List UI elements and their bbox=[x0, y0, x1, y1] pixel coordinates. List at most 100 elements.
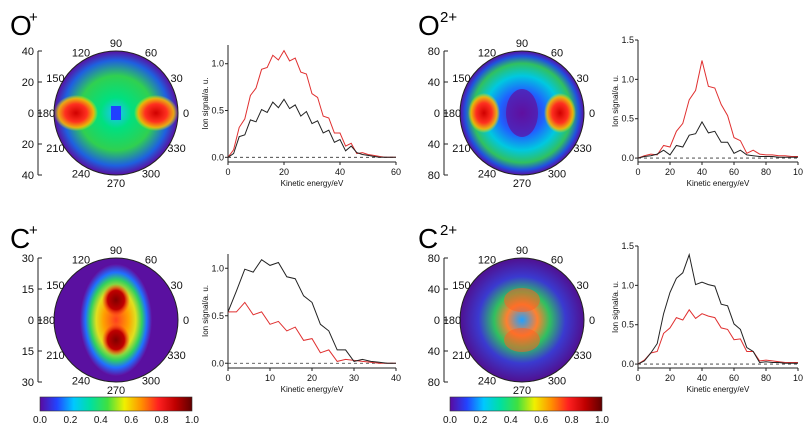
x-tick-label: 0 bbox=[225, 167, 230, 177]
polar-angle-label: 120 bbox=[478, 254, 496, 266]
y-axis-label: Ion signal/a. u. bbox=[201, 77, 210, 129]
radius-tick-label: 80 bbox=[428, 170, 440, 182]
polar-angle-label: 90 bbox=[516, 38, 528, 50]
colorbar-tick-label: 0.8 bbox=[565, 415, 579, 426]
colorbar-tick-label: 0.6 bbox=[124, 415, 138, 426]
colorbar-tick-label: 0.0 bbox=[443, 415, 457, 426]
polar-heatmap-o-plus bbox=[53, 50, 179, 176]
y-tick-label: 0.5 bbox=[621, 114, 634, 124]
polar-angle-label: 270 bbox=[513, 385, 531, 397]
polar-angle-label: 300 bbox=[548, 169, 566, 181]
panel-title-o-plus: O + bbox=[10, 9, 38, 41]
ion-charge: + bbox=[29, 222, 38, 239]
y-tick-label: 0.0 bbox=[211, 152, 224, 162]
x-tick-label: 0 bbox=[635, 373, 640, 383]
polar-radius-axis: 40 20 0 20 40 bbox=[22, 46, 42, 182]
polar-angle-label: 210 bbox=[46, 350, 64, 362]
colorbar-tick-label: 0.4 bbox=[504, 415, 518, 426]
y-tick-label: 1.5 bbox=[621, 35, 634, 45]
polar-angle-label: 90 bbox=[516, 245, 528, 257]
polar-angle-label: 270 bbox=[107, 178, 125, 190]
x-tick-label: 10 bbox=[265, 373, 275, 383]
series-line-black bbox=[227, 98, 396, 158]
polar-angle-label: 150 bbox=[46, 73, 64, 85]
polar-angle-label: 240 bbox=[72, 169, 90, 181]
ion-symbol: O bbox=[418, 10, 440, 41]
series-line-red bbox=[228, 301, 396, 364]
polar-angle-label: 120 bbox=[72, 47, 90, 59]
x-tick-label: 40 bbox=[697, 373, 707, 383]
polar-angle-label: 30 bbox=[170, 73, 182, 85]
ion-symbol: O bbox=[10, 10, 32, 41]
x-tick-label: 40 bbox=[335, 167, 345, 177]
polar-angle-label: 60 bbox=[551, 47, 563, 59]
polar-angle-label: 270 bbox=[107, 385, 125, 397]
colorbar: 0.0 0.2 0.4 0.6 0.8 1.0 bbox=[33, 396, 199, 426]
radius-tick-label: 80 bbox=[428, 46, 440, 58]
radius-tick-label: 80 bbox=[428, 377, 440, 389]
polar-angle-label: 240 bbox=[478, 376, 496, 388]
x-tick-label: 20 bbox=[307, 373, 317, 383]
y-tick-label: 1.0 bbox=[621, 74, 634, 84]
colorbar-tick-label: 1.0 bbox=[595, 415, 609, 426]
ion-symbol: C bbox=[10, 223, 30, 254]
colorbar-tick-label: 1.0 bbox=[185, 415, 199, 426]
polar-angle-label: 300 bbox=[142, 376, 160, 388]
panel-title-c-plus: C + bbox=[10, 222, 38, 254]
radius-tick-label: 30 bbox=[22, 253, 34, 265]
polar-angle-label: 180 bbox=[443, 315, 461, 327]
polar-angle-label: 180 bbox=[37, 315, 55, 327]
y-axis-label: Ion signal/a. u. bbox=[201, 285, 210, 337]
polar-angle-label: 120 bbox=[478, 47, 496, 59]
y-tick-label: 1.0 bbox=[211, 59, 224, 69]
series-line-red bbox=[227, 49, 396, 158]
series-line-black bbox=[637, 252, 798, 365]
x-axis-label: Kinetic energy/eV bbox=[281, 385, 344, 394]
ion-charge: 2+ bbox=[440, 9, 457, 26]
polar-angle-label: 60 bbox=[551, 254, 563, 266]
radius-tick-label: 40 bbox=[428, 139, 440, 151]
polar-angle-label: 300 bbox=[548, 376, 566, 388]
polar-radius-axis: 80 40 0 40 80 bbox=[428, 253, 448, 389]
polar-angle-label: 180 bbox=[37, 108, 55, 120]
radius-tick-label: 80 bbox=[428, 253, 440, 265]
x-tick-label: 30 bbox=[349, 373, 359, 383]
y-tick-label: 0.5 bbox=[211, 311, 224, 321]
x-tick-label: 80 bbox=[761, 167, 771, 177]
line-chart-c2-plus: 0 20 40 60 80 10 0.0 0.5 1.0 1.5 Kinetic energy/eV… bbox=[611, 241, 803, 394]
polar-angle-label: 120 bbox=[72, 254, 90, 266]
colorbars: 0.0 0.2 0.4 0.6 0.8 1.0 0.0 0.2 0.4 0.6 0.8 1.0 bbox=[33, 396, 609, 426]
polar-angle-label: 240 bbox=[478, 169, 496, 181]
polar-heatmap-o-2plus bbox=[459, 50, 585, 176]
x-tick-label: 20 bbox=[665, 167, 675, 177]
panel-title-o-2plus: O 2+ bbox=[418, 9, 457, 41]
ion-charge: + bbox=[29, 9, 38, 26]
ion-symbol: C bbox=[418, 223, 438, 254]
colorbar-tick-label: 0.8 bbox=[155, 415, 169, 426]
polar-labels: 9060300330300270240210180150120906030033… bbox=[37, 38, 595, 397]
radius-tick-label: 40 bbox=[428, 284, 440, 296]
polar-radius-axis: 30 15 0 15 30 bbox=[22, 253, 42, 389]
y-tick-label: 0.5 bbox=[621, 320, 634, 330]
colorbar: 0.0 0.2 0.4 0.6 0.8 1.0 bbox=[443, 396, 609, 426]
x-tick-label: 60 bbox=[729, 373, 739, 383]
series-line-black bbox=[227, 259, 396, 364]
polar-angle-label: 330 bbox=[167, 143, 185, 155]
polar-angle-label: 330 bbox=[167, 350, 185, 362]
y-tick-label: 0.5 bbox=[211, 106, 224, 116]
polar-angle-label: 330 bbox=[573, 143, 591, 155]
colorbar-tick-label: 0.0 bbox=[33, 415, 47, 426]
polar-angle-label: 210 bbox=[452, 143, 470, 155]
colorbar-tick-label: 0.2 bbox=[473, 415, 487, 426]
x-axis-label: Kinetic energy/eV bbox=[281, 179, 344, 188]
polar-angle-label: 330 bbox=[573, 350, 591, 362]
radius-tick-label: 20 bbox=[22, 139, 34, 151]
polar-angle-label: 0 bbox=[183, 108, 189, 120]
line-chart-o2-plus: 0 20 40 60 80 10 0.0 0.5 1.0 1.5 Kinetic energy/eV… bbox=[611, 35, 803, 188]
polar-heatmap-c-2plus bbox=[459, 257, 585, 383]
radius-tick-label: 30 bbox=[22, 377, 34, 389]
polar-angle-label: 270 bbox=[513, 178, 531, 190]
